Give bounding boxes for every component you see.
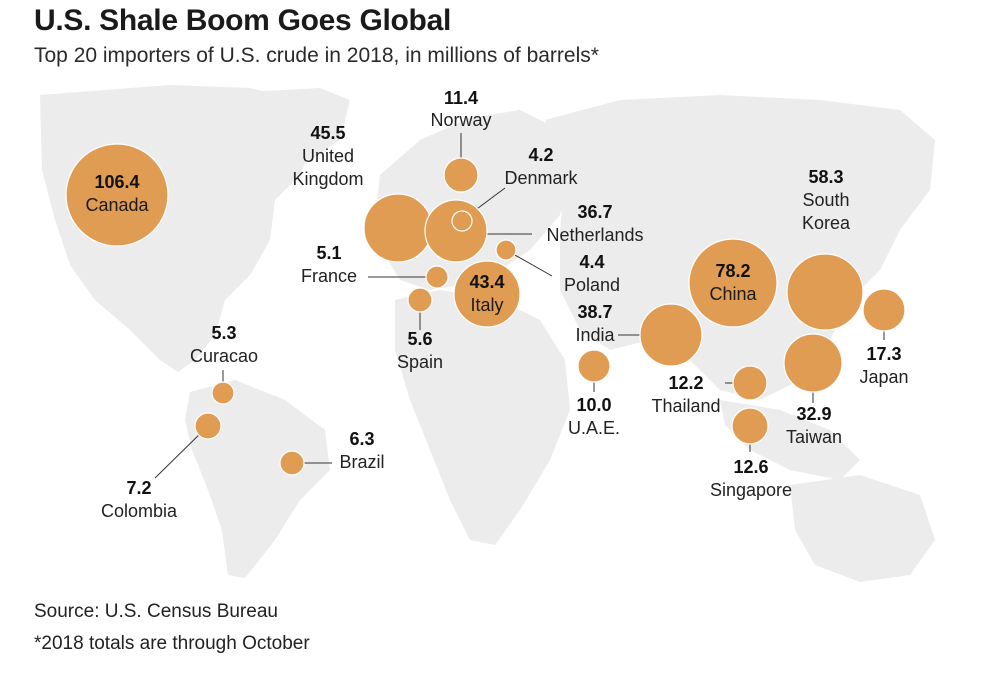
bubble-poland <box>495 239 517 261</box>
bubble-canada <box>65 143 169 247</box>
taiwan-label: Taiwan <box>786 427 842 447</box>
uae-value: 10.0 <box>576 395 611 415</box>
italy-label: Italy <box>470 295 503 315</box>
world-map: 106.4 Canada 78.2 China 43.4 Italy 58.3 … <box>40 85 935 582</box>
japan-value: 17.3 <box>866 344 901 364</box>
bubble-thailand <box>732 365 768 401</box>
bubble-uae <box>577 349 611 383</box>
bubble-china <box>688 238 778 328</box>
south-korea-label-line1: South <box>802 190 849 210</box>
china-value: 78.2 <box>715 261 750 281</box>
spain-value: 5.6 <box>407 329 432 349</box>
denmark-label: Denmark <box>504 168 578 188</box>
curacao-label: Curacao <box>190 346 258 366</box>
bubble-taiwan <box>783 333 843 393</box>
thailand-value: 12.2 <box>668 373 703 393</box>
denmark-value: 4.2 <box>528 145 553 165</box>
bubble-norway <box>443 157 479 193</box>
africa-shape <box>395 290 570 545</box>
bubble-brazil <box>279 450 305 476</box>
japan-label: Japan <box>859 367 908 387</box>
bubble-curacao <box>211 381 235 405</box>
brazil-label: Brazil <box>339 452 384 472</box>
bubble-colombia <box>194 412 222 440</box>
country-labels: 106.4 Canada 78.2 China 43.4 Italy 58.3 … <box>85 88 908 521</box>
bubbles <box>65 143 906 476</box>
south-korea-label-line2: Korea <box>802 213 851 233</box>
bubble-united-kingdom <box>363 193 433 263</box>
uae-label: U.A.E. <box>568 418 620 438</box>
poland-label: Poland <box>564 275 620 295</box>
bubble-italy <box>453 260 521 328</box>
norway-value: 11.4 <box>444 88 478 108</box>
footnote: *2018 totals are through October <box>34 633 310 654</box>
netherlands-label: Netherlands <box>546 225 643 245</box>
bubble-denmark <box>451 210 473 232</box>
bubble-singapore <box>731 407 769 445</box>
bubble-france <box>425 265 449 289</box>
bubble-spain <box>407 287 433 313</box>
spain-label: Spain <box>397 352 443 372</box>
chart-subtitle: Top 20 importers of U.S. crude in 2018, … <box>34 44 599 67</box>
singapore-value: 12.6 <box>733 457 768 477</box>
bubble-japan <box>862 288 906 332</box>
united-kingdom-label-line2: Kingdom <box>292 169 363 189</box>
canada-value: 106.4 <box>94 172 139 192</box>
taiwan-value: 32.9 <box>796 404 831 424</box>
colombia-value: 7.2 <box>126 478 151 498</box>
norway-label: Norway <box>430 110 491 130</box>
india-value: 38.7 <box>577 302 612 322</box>
bubble-netherlands <box>424 199 488 263</box>
united-kingdom-label-line1: United <box>302 146 354 166</box>
colombia-label: Colombia <box>101 501 178 521</box>
france-value: 5.1 <box>316 243 341 263</box>
brazil-value: 6.3 <box>349 429 374 449</box>
south-america-shape <box>185 380 330 578</box>
france-label: France <box>301 266 357 286</box>
south-korea-value: 58.3 <box>808 167 843 187</box>
canada-label: Canada <box>85 195 149 215</box>
singapore-label: Singapore <box>710 480 792 500</box>
italy-value: 43.4 <box>469 272 504 292</box>
australia-shape <box>790 475 935 582</box>
poland-value: 4.4 <box>579 252 604 272</box>
united-kingdom-value: 45.5 <box>310 123 345 143</box>
bubble-south-korea <box>786 253 864 331</box>
curacao-value: 5.3 <box>211 323 236 343</box>
chart-title: U.S. Shale Boom Goes Global <box>34 4 451 37</box>
china-label: China <box>709 284 757 304</box>
bubble-india <box>639 303 703 367</box>
netherlands-value: 36.7 <box>577 202 612 222</box>
thailand-label: Thailand <box>651 396 720 416</box>
source-note: Source: U.S. Census Bureau <box>34 601 278 622</box>
india-label: India <box>575 325 615 345</box>
greenland-shape <box>245 88 350 160</box>
